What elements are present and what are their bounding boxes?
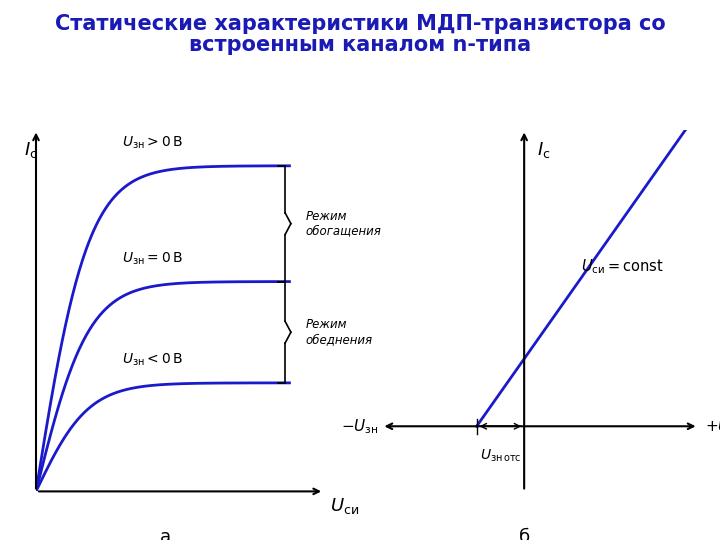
Text: $U_{\rm зн\,отс}$: $U_{\rm зн\,отс}$ [480,448,521,464]
Text: $I_{\rm с}$: $I_{\rm с}$ [24,140,38,160]
Text: $U_{\rm си} = {\rm const}$: $U_{\rm си} = {\rm const}$ [581,258,664,276]
Text: $I_{\rm с}$: $I_{\rm с}$ [537,140,550,160]
Text: $-U_{\rm зн}$: $-U_{\rm зн}$ [341,417,379,436]
Text: $+U_{\rm зн}$: $+U_{\rm зн}$ [705,417,720,436]
Text: встроенным каналом n-типа: встроенным каналом n-типа [189,35,531,55]
Text: Статические характеристики МДП-транзистора со: Статические характеристики МДП-транзисто… [55,14,665,33]
Text: Режим
обогащения: Режим обогащения [305,210,381,238]
Text: б: б [518,528,530,540]
Text: а: а [160,528,171,540]
Text: $U_{\rm зн} < 0\,\rm В$: $U_{\rm зн} < 0\,\rm В$ [122,352,183,368]
Text: Режим
обеднения: Режим обеднения [305,318,372,346]
Text: $U_{\rm зн} > 0\,\rm В$: $U_{\rm зн} > 0\,\rm В$ [122,135,183,151]
Text: $U_{\rm си}$: $U_{\rm си}$ [330,496,359,516]
Text: $U_{\rm зн} = 0\,\rm В$: $U_{\rm зн} = 0\,\rm В$ [122,251,183,267]
